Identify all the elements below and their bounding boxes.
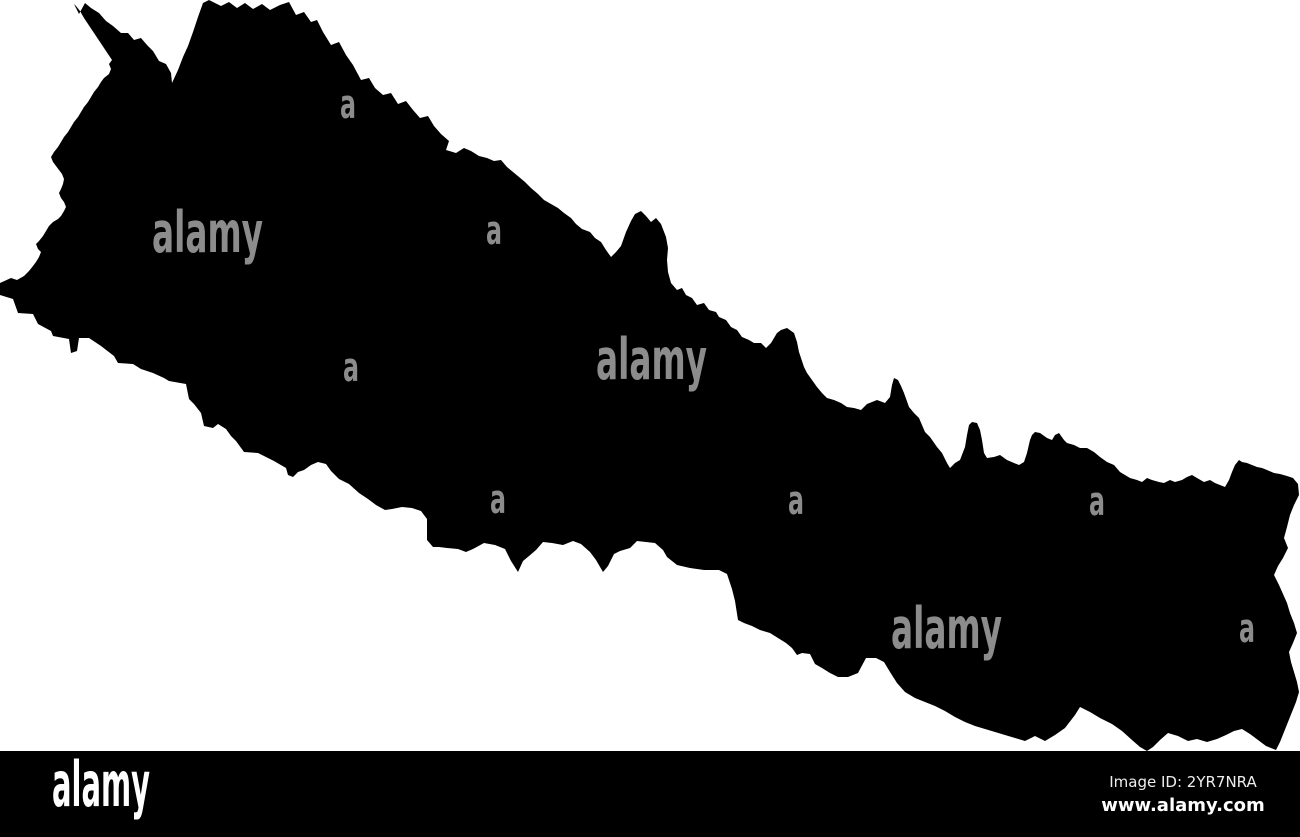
nepal-map-silhouette	[0, 0, 1299, 751]
watermark-letter-icon: a	[788, 478, 804, 524]
watermark-alamy-logo: alamy	[596, 327, 707, 393]
footer-bar	[0, 751, 1300, 837]
watermark-letter-icon: a	[1239, 606, 1255, 652]
watermark-alamy-logo: alamy	[891, 596, 1002, 662]
watermark-letter-icon: a	[343, 345, 359, 391]
watermark-letter-icon: a	[340, 82, 356, 128]
watermark-letter-icon: a	[490, 477, 506, 523]
alamy-logo: alamy	[52, 748, 150, 821]
watermark-letter-icon: a	[486, 208, 502, 254]
image-id-label: Image ID: 2YR7NRA	[1109, 773, 1257, 791]
watermark-letter-icon: a	[1089, 479, 1105, 525]
website-url: www.alamy.com	[1101, 795, 1265, 816]
watermark-alamy-logo: alamy	[152, 200, 263, 266]
